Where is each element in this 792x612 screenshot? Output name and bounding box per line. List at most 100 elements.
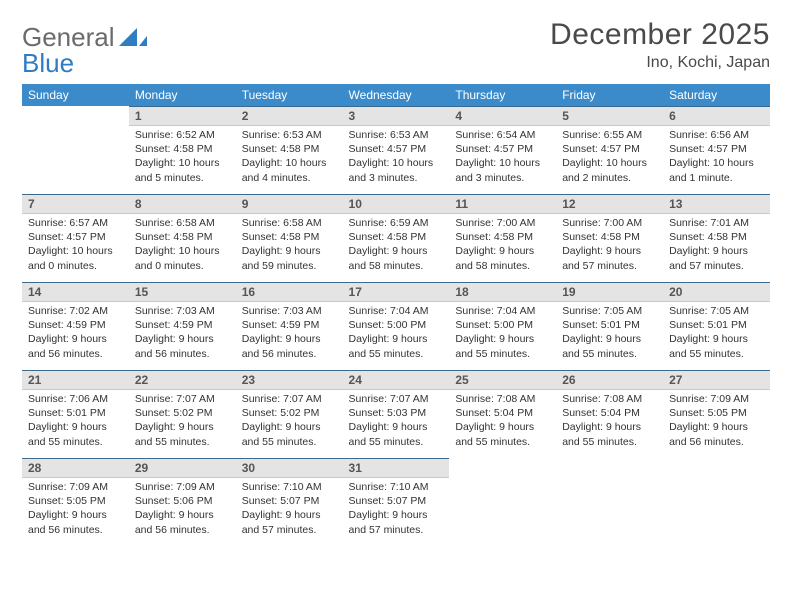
daylight-line1: Daylight: 9 hours — [349, 332, 444, 346]
sunrise-text: Sunrise: 7:00 AM — [562, 216, 657, 230]
daylight-line1: Daylight: 9 hours — [242, 508, 337, 522]
calendar-day-cell: 12Sunrise: 7:00 AMSunset: 4:58 PMDayligh… — [556, 194, 663, 282]
day-number: 26 — [556, 370, 663, 390]
calendar-day-cell: 30Sunrise: 7:10 AMSunset: 5:07 PMDayligh… — [236, 458, 343, 546]
day-content: Sunrise: 6:55 AMSunset: 4:57 PMDaylight:… — [556, 126, 663, 189]
daylight-line2: and 55 minutes. — [349, 347, 444, 361]
daylight-line2: and 57 minutes. — [242, 523, 337, 537]
daylight-line1: Daylight: 9 hours — [669, 420, 764, 434]
sunset-text: Sunset: 5:03 PM — [349, 406, 444, 420]
location: Ino, Kochi, Japan — [550, 54, 770, 72]
weekday-header: Sunday — [22, 84, 129, 106]
sunset-text: Sunset: 5:01 PM — [562, 318, 657, 332]
sunrise-text: Sunrise: 6:52 AM — [135, 128, 230, 142]
sunset-text: Sunset: 5:07 PM — [242, 494, 337, 508]
calendar-week-row: 28Sunrise: 7:09 AMSunset: 5:05 PMDayligh… — [22, 458, 770, 546]
calendar-day-cell — [663, 458, 770, 546]
calendar-day-cell — [449, 458, 556, 546]
daylight-line1: Daylight: 9 hours — [349, 244, 444, 258]
sunset-text: Sunset: 4:59 PM — [28, 318, 123, 332]
day-number: 22 — [129, 370, 236, 390]
calendar-day-cell: 16Sunrise: 7:03 AMSunset: 4:59 PMDayligh… — [236, 282, 343, 370]
day-content: Sunrise: 7:07 AMSunset: 5:03 PMDaylight:… — [343, 390, 450, 453]
sunset-text: Sunset: 4:59 PM — [135, 318, 230, 332]
daylight-line1: Daylight: 9 hours — [28, 332, 123, 346]
day-number: 28 — [22, 458, 129, 478]
day-content: Sunrise: 7:03 AMSunset: 4:59 PMDaylight:… — [236, 302, 343, 365]
daylight-line1: Daylight: 9 hours — [242, 332, 337, 346]
calendar-day-cell: 17Sunrise: 7:04 AMSunset: 5:00 PMDayligh… — [343, 282, 450, 370]
logo-text-blue: Blue — [22, 48, 74, 78]
daylight-line2: and 0 minutes. — [135, 259, 230, 273]
sunset-text: Sunset: 5:01 PM — [669, 318, 764, 332]
sunset-text: Sunset: 5:06 PM — [135, 494, 230, 508]
calendar-day-cell: 5Sunrise: 6:55 AMSunset: 4:57 PMDaylight… — [556, 106, 663, 194]
day-number: 15 — [129, 282, 236, 302]
daylight-line1: Daylight: 9 hours — [455, 332, 550, 346]
daylight-line1: Daylight: 9 hours — [455, 244, 550, 258]
daylight-line2: and 2 minutes. — [562, 171, 657, 185]
daylight-line2: and 4 minutes. — [242, 171, 337, 185]
calendar-header-row: SundayMondayTuesdayWednesdayThursdayFrid… — [22, 84, 770, 106]
sunrise-text: Sunrise: 7:05 AM — [562, 304, 657, 318]
sunset-text: Sunset: 5:05 PM — [669, 406, 764, 420]
calendar-day-cell: 21Sunrise: 7:06 AMSunset: 5:01 PMDayligh… — [22, 370, 129, 458]
day-number: 9 — [236, 194, 343, 214]
daylight-line2: and 55 minutes. — [455, 347, 550, 361]
day-number: 5 — [556, 106, 663, 126]
daylight-line1: Daylight: 9 hours — [242, 244, 337, 258]
calendar-day-cell: 28Sunrise: 7:09 AMSunset: 5:05 PMDayligh… — [22, 458, 129, 546]
sunset-text: Sunset: 4:58 PM — [455, 230, 550, 244]
daylight-line2: and 56 minutes. — [28, 347, 123, 361]
sunrise-text: Sunrise: 7:00 AM — [455, 216, 550, 230]
day-number: 27 — [663, 370, 770, 390]
daylight-line1: Daylight: 9 hours — [669, 332, 764, 346]
calendar-day-cell: 13Sunrise: 7:01 AMSunset: 4:58 PMDayligh… — [663, 194, 770, 282]
day-number: 16 — [236, 282, 343, 302]
daylight-line2: and 56 minutes. — [28, 523, 123, 537]
daylight-line2: and 3 minutes. — [349, 171, 444, 185]
sunrise-text: Sunrise: 7:02 AM — [28, 304, 123, 318]
day-content: Sunrise: 7:06 AMSunset: 5:01 PMDaylight:… — [22, 390, 129, 453]
title-block: December 2025 Ino, Kochi, Japan — [550, 18, 770, 72]
calendar-day-cell: 31Sunrise: 7:10 AMSunset: 5:07 PMDayligh… — [343, 458, 450, 546]
day-content: Sunrise: 7:09 AMSunset: 5:06 PMDaylight:… — [129, 478, 236, 541]
sunset-text: Sunset: 4:58 PM — [669, 230, 764, 244]
day-number: 11 — [449, 194, 556, 214]
calendar-day-cell — [22, 106, 129, 194]
weekday-header: Saturday — [663, 84, 770, 106]
sunrise-text: Sunrise: 6:55 AM — [562, 128, 657, 142]
calendar-week-row: 14Sunrise: 7:02 AMSunset: 4:59 PMDayligh… — [22, 282, 770, 370]
calendar-day-cell: 10Sunrise: 6:59 AMSunset: 4:58 PMDayligh… — [343, 194, 450, 282]
weekday-header: Friday — [556, 84, 663, 106]
sunrise-text: Sunrise: 6:53 AM — [349, 128, 444, 142]
daylight-line2: and 56 minutes. — [669, 435, 764, 449]
daylight-line2: and 55 minutes. — [455, 435, 550, 449]
day-content: Sunrise: 7:10 AMSunset: 5:07 PMDaylight:… — [343, 478, 450, 541]
sunset-text: Sunset: 5:07 PM — [349, 494, 444, 508]
day-content: Sunrise: 7:08 AMSunset: 5:04 PMDaylight:… — [449, 390, 556, 453]
day-content: Sunrise: 6:54 AMSunset: 4:57 PMDaylight:… — [449, 126, 556, 189]
sunrise-text: Sunrise: 7:06 AM — [28, 392, 123, 406]
day-content: Sunrise: 7:04 AMSunset: 5:00 PMDaylight:… — [449, 302, 556, 365]
sunrise-text: Sunrise: 7:10 AM — [242, 480, 337, 494]
calendar-day-cell: 7Sunrise: 6:57 AMSunset: 4:57 PMDaylight… — [22, 194, 129, 282]
daylight-line1: Daylight: 9 hours — [349, 420, 444, 434]
daylight-line1: Daylight: 9 hours — [562, 420, 657, 434]
day-content: Sunrise: 7:09 AMSunset: 5:05 PMDaylight:… — [663, 390, 770, 453]
day-number: 1 — [129, 106, 236, 126]
sunrise-text: Sunrise: 7:08 AM — [455, 392, 550, 406]
day-content: Sunrise: 6:53 AMSunset: 4:58 PMDaylight:… — [236, 126, 343, 189]
sunrise-text: Sunrise: 7:09 AM — [669, 392, 764, 406]
sunset-text: Sunset: 5:04 PM — [562, 406, 657, 420]
day-content: Sunrise: 7:00 AMSunset: 4:58 PMDaylight:… — [449, 214, 556, 277]
day-content: Sunrise: 7:02 AMSunset: 4:59 PMDaylight:… — [22, 302, 129, 365]
day-content: Sunrise: 6:52 AMSunset: 4:58 PMDaylight:… — [129, 126, 236, 189]
day-content: Sunrise: 7:05 AMSunset: 5:01 PMDaylight:… — [663, 302, 770, 365]
sunset-text: Sunset: 4:59 PM — [242, 318, 337, 332]
day-content: Sunrise: 6:57 AMSunset: 4:57 PMDaylight:… — [22, 214, 129, 277]
day-number: 24 — [343, 370, 450, 390]
day-content: Sunrise: 7:07 AMSunset: 5:02 PMDaylight:… — [236, 390, 343, 453]
day-number: 18 — [449, 282, 556, 302]
daylight-line1: Daylight: 10 hours — [455, 156, 550, 170]
